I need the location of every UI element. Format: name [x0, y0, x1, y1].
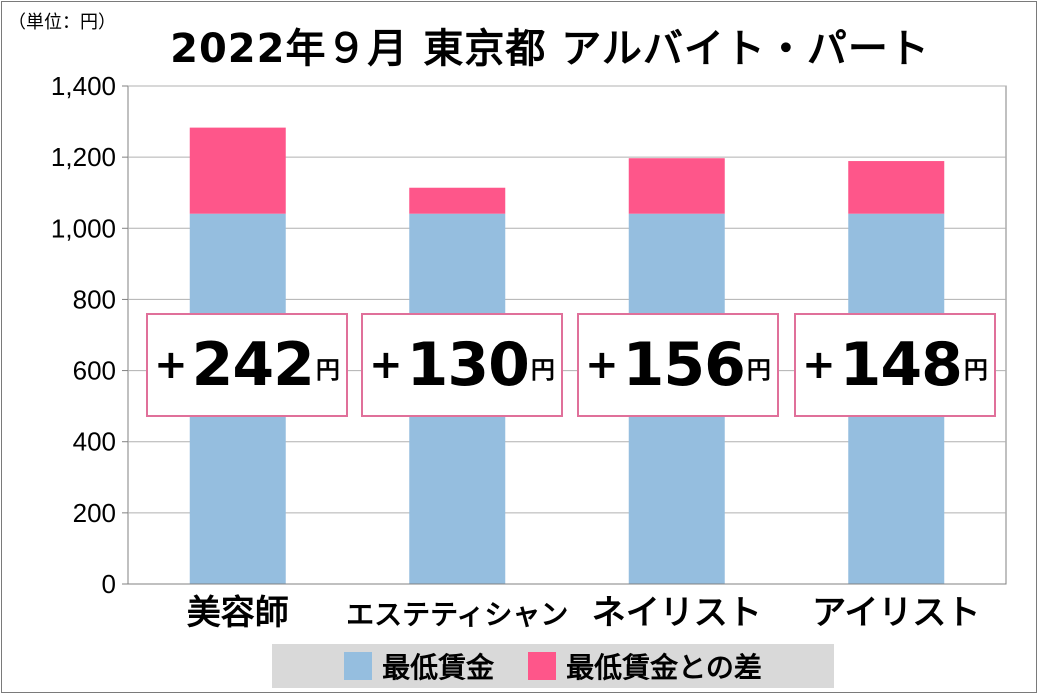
- annotation-box-1: + 130 円: [361, 313, 563, 417]
- legend: 最低賃金 最低賃金との差: [272, 644, 834, 688]
- annotation-unit: 円: [746, 356, 771, 384]
- y-tick-label: 200: [73, 498, 116, 528]
- bar-difference: [848, 161, 945, 214]
- legend-item-min-wage: 最低賃金: [344, 646, 494, 686]
- annotation-plus: +: [154, 342, 188, 388]
- annotation-value: 242: [191, 330, 315, 400]
- x-tick-label: アイリスト: [812, 593, 980, 633]
- chart-title: 2022年９月 東京都 アルバイト・パート: [170, 26, 930, 72]
- x-tick-label: エステティシャン: [346, 598, 568, 631]
- annotation-value: 148: [839, 330, 963, 400]
- legend-swatch-min-wage: [344, 652, 373, 680]
- bar-difference: [189, 127, 286, 214]
- bar-difference: [409, 187, 506, 214]
- y-tick-label: 800: [73, 284, 116, 314]
- legend-item-difference: 最低賃金との差: [528, 646, 762, 686]
- y-tick-label: 1,000: [51, 213, 116, 243]
- legend-label-min-wage: 最低賃金: [382, 651, 495, 684]
- annotation-plus: +: [585, 342, 619, 388]
- y-tick-label: 1,400: [51, 71, 116, 101]
- annotation-plus: +: [802, 342, 836, 388]
- legend-label-difference: 最低賃金との差: [566, 651, 762, 684]
- legend-swatch-difference: [528, 652, 557, 680]
- y-tick-label: 600: [73, 356, 116, 386]
- bar-difference: [628, 158, 725, 214]
- annotation-box-0: + 242 円: [146, 313, 348, 417]
- annotation-unit: 円: [315, 356, 340, 384]
- annotation-plus: +: [369, 342, 403, 388]
- y-tick-label: 0: [102, 569, 116, 599]
- annotation-unit: 円: [530, 356, 555, 384]
- annotation-value: 130: [406, 330, 530, 400]
- annotation-unit: 円: [963, 356, 988, 384]
- x-tick-label: 美容師: [187, 593, 289, 633]
- x-tick-label: ネイリスト: [592, 593, 762, 633]
- y-tick-label: 400: [73, 427, 116, 457]
- annotation-box-2: + 156 円: [577, 313, 779, 417]
- y-tick-label: 1,200: [51, 142, 116, 172]
- annotation-value: 156: [622, 330, 746, 400]
- unit-label: （単位：円）: [8, 12, 116, 33]
- annotation-box-3: + 148 円: [794, 313, 996, 417]
